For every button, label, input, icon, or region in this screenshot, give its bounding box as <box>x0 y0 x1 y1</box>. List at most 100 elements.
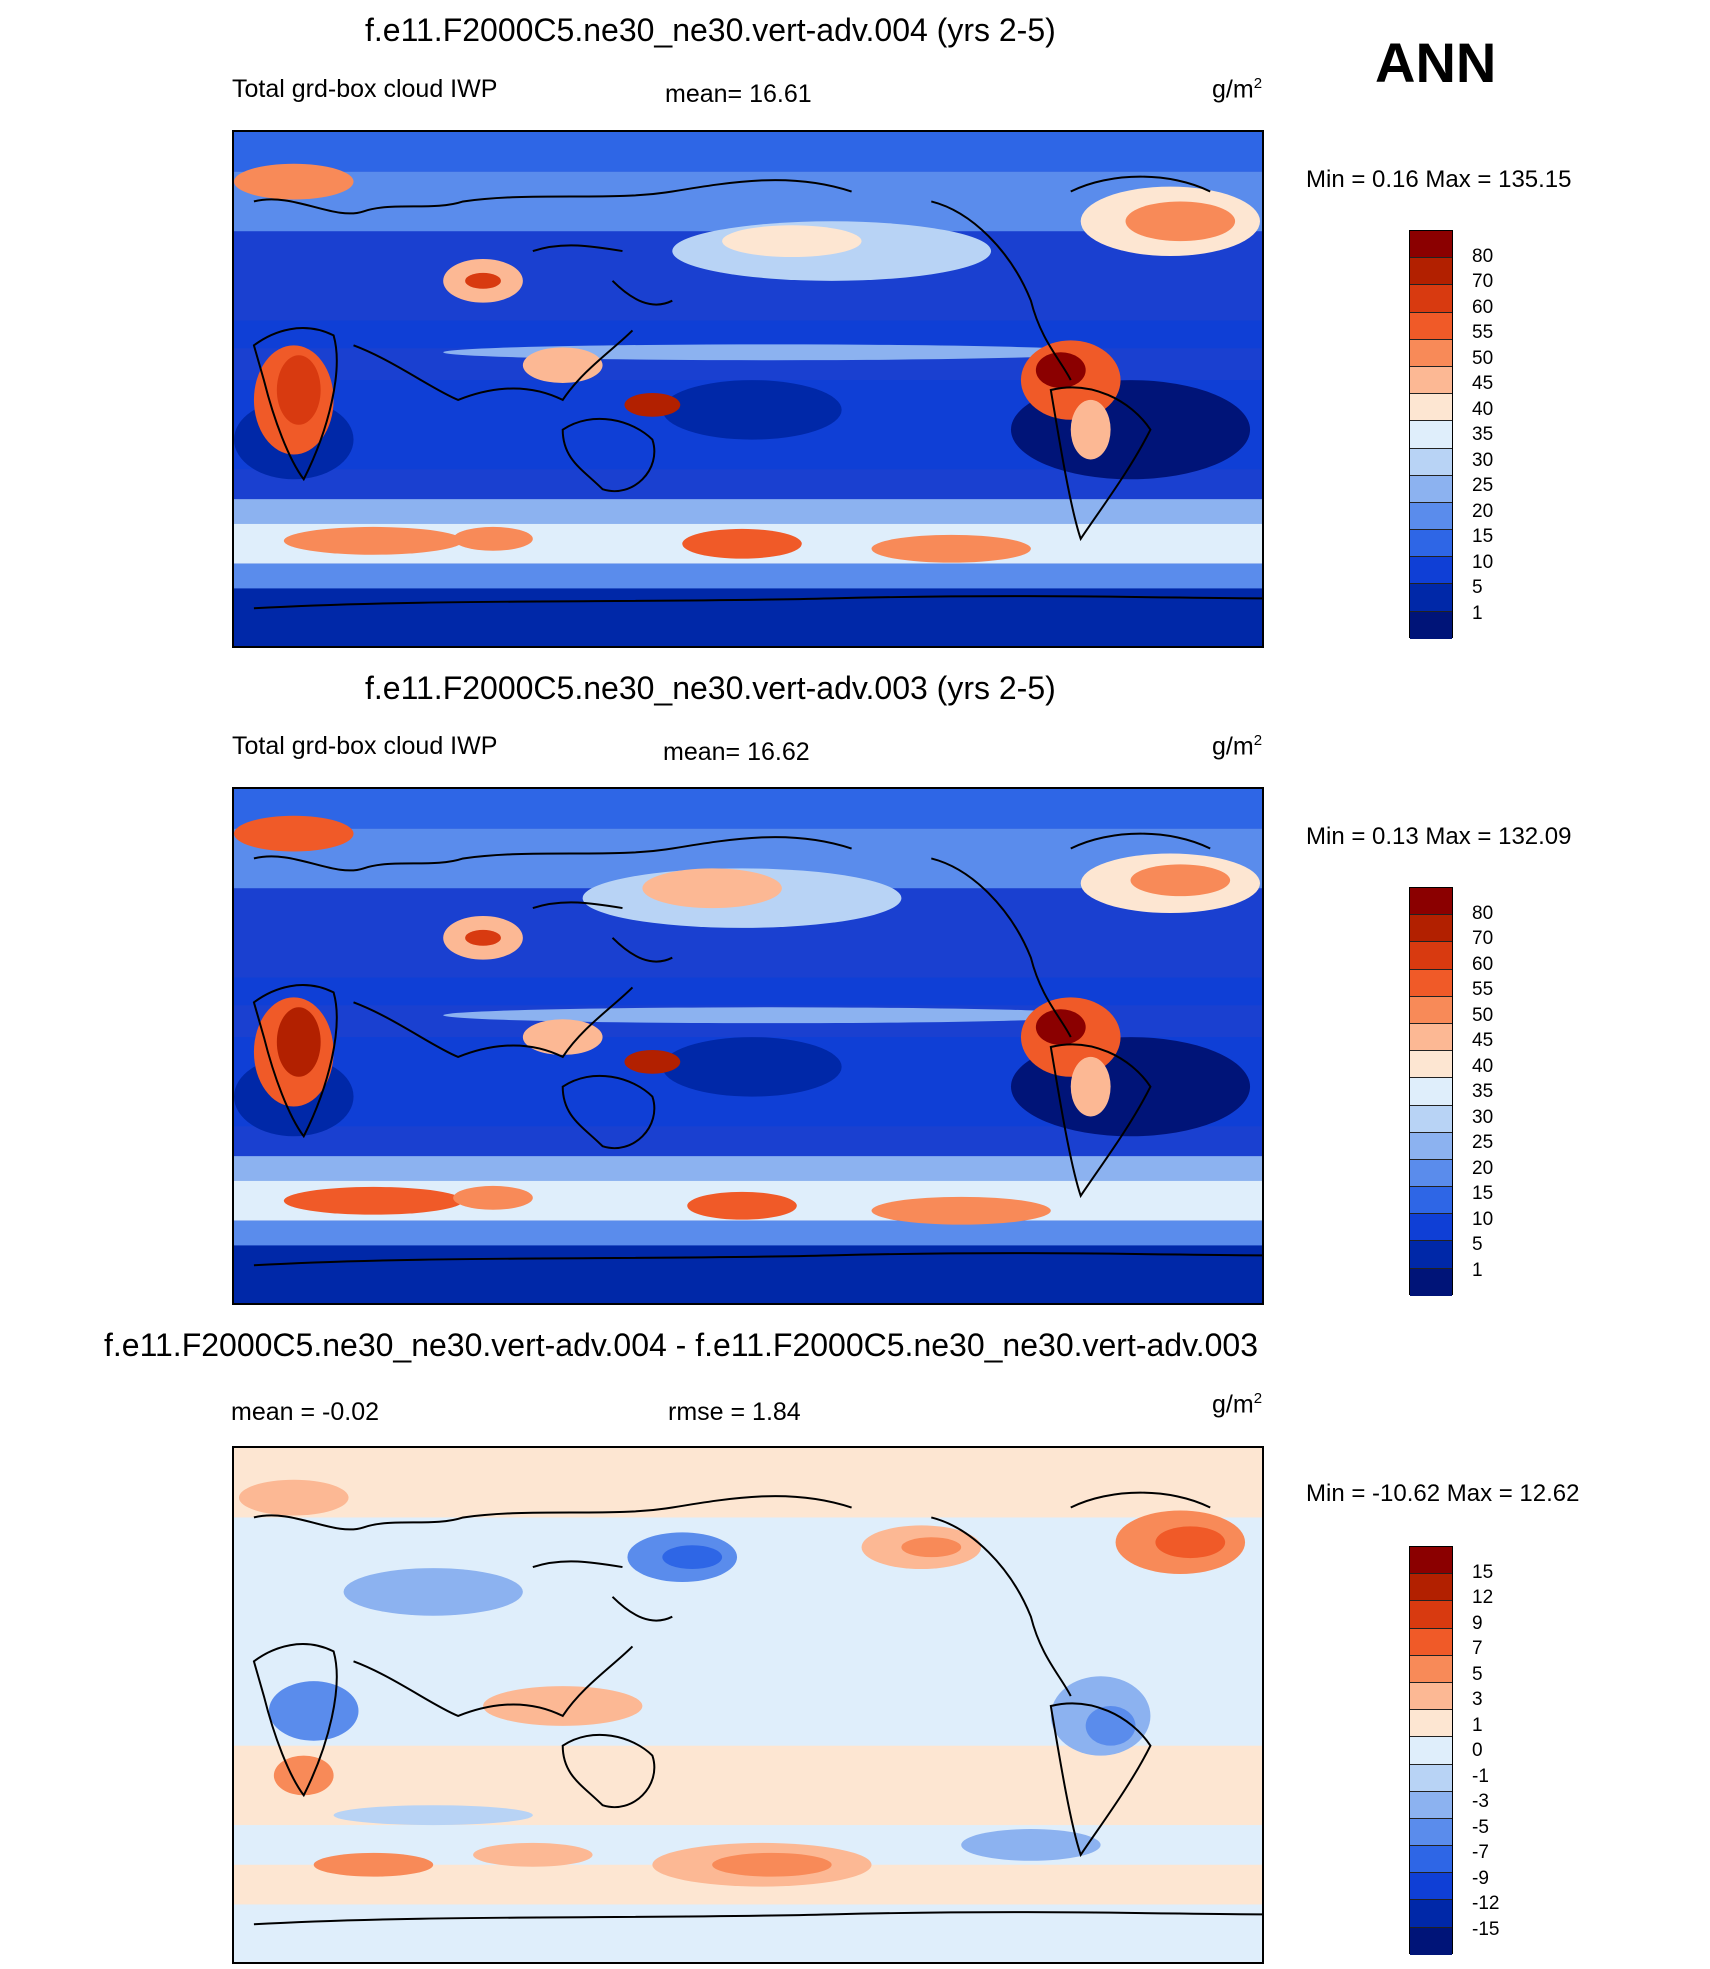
colorbar-cell <box>1410 1574 1452 1602</box>
colorbar-cell <box>1410 1628 1452 1656</box>
colorbar-cell <box>1410 312 1452 340</box>
panel-1-colorbar <box>1409 230 1453 639</box>
colorbar-tick-label: 25 <box>1472 1132 1494 1153</box>
colorbar-tick-label: 15 <box>1472 1562 1494 1583</box>
colorbar-cell <box>1410 1023 1452 1052</box>
panel-3-rmse-label: rmse = 1.84 <box>668 1398 801 1426</box>
panel-2-map <box>232 787 1264 1305</box>
colorbar-cell <box>1410 557 1452 585</box>
colorbar-cell <box>1410 996 1452 1024</box>
panel-3-title: f.e11.F2000C5.ne30_ne30.vert-adv.004 - f… <box>104 1327 1258 1363</box>
colorbar-cell <box>1410 1132 1452 1160</box>
panel-2-minmax: Min = 0.13 Max = 132.09 <box>1306 823 1572 850</box>
colorbar-tick-label: 40 <box>1472 399 1494 420</box>
colorbar-cell <box>1410 888 1452 916</box>
colorbar-tick-label: 40 <box>1472 1056 1494 1077</box>
colorbar-cell <box>1410 1900 1452 1928</box>
colorbar-cell <box>1410 1873 1452 1901</box>
panel-3-map <box>232 1446 1264 1964</box>
colorbar-cell <box>1410 1682 1452 1711</box>
colorbar-tick-label: -7 <box>1472 1842 1489 1863</box>
colorbar-cell <box>1410 1601 1452 1629</box>
colorbar-tick-label: 35 <box>1472 424 1494 445</box>
colorbar-cell <box>1410 611 1452 639</box>
colorbar-tick-label: 5 <box>1472 1234 1483 1255</box>
colorbar-tick-label: 20 <box>1472 501 1494 522</box>
colorbar-cell <box>1410 530 1452 558</box>
colorbar-tick-label: 60 <box>1472 954 1494 975</box>
colorbar-tick-label: 20 <box>1472 1158 1494 1179</box>
panel-2-variable-label: Total grd-box cloud IWP <box>232 732 498 760</box>
colorbar-cell <box>1410 1927 1452 1955</box>
colorbar-tick-label: 30 <box>1472 1107 1494 1128</box>
colorbar-tick-label: 9 <box>1472 1613 1483 1634</box>
colorbar-tick-label: 55 <box>1472 322 1494 343</box>
panel-1-map <box>232 130 1264 648</box>
colorbar-cell <box>1410 1159 1452 1188</box>
panel-3-colorbar <box>1409 1546 1453 1955</box>
colorbar-tick-label: 7 <box>1472 1638 1483 1659</box>
colorbar-tick-label: 45 <box>1472 1030 1494 1051</box>
colorbar-tick-label: 1 <box>1472 1715 1483 1736</box>
colorbar-tick-label: 1 <box>1472 603 1483 624</box>
colorbar-cell <box>1410 915 1452 943</box>
colorbar-cell <box>1410 584 1452 612</box>
colorbar-tick-label: 35 <box>1472 1081 1494 1102</box>
panel-2-colorbar <box>1409 887 1453 1296</box>
colorbar-tick-label: 10 <box>1472 552 1494 573</box>
colorbar-cell <box>1410 339 1452 367</box>
colorbar-cell <box>1410 1241 1452 1269</box>
colorbar-cell <box>1410 231 1452 259</box>
colorbar-tick-label: 80 <box>1472 903 1494 924</box>
colorbar-tick-label: 25 <box>1472 475 1494 496</box>
colorbar-tick-label: 70 <box>1472 928 1494 949</box>
colorbar-cell <box>1410 1187 1452 1215</box>
colorbar-cell <box>1410 1547 1452 1575</box>
panel-1-minmax: Min = 0.16 Max = 135.15 <box>1306 166 1572 193</box>
colorbar-cell <box>1410 969 1452 997</box>
colorbar-cell <box>1410 1791 1452 1819</box>
colorbar-tick-label: -15 <box>1472 1919 1500 1940</box>
panel-2-mean-label: mean= 16.62 <box>663 738 810 766</box>
colorbar-tick-label: 60 <box>1472 297 1494 318</box>
colorbar-cell <box>1410 421 1452 449</box>
colorbar-cell <box>1410 366 1452 395</box>
colorbar-cell <box>1410 1051 1452 1079</box>
colorbar-tick-label: 10 <box>1472 1209 1494 1230</box>
colorbar-tick-label: -1 <box>1472 1766 1489 1787</box>
colorbar-cell <box>1410 1214 1452 1242</box>
colorbar-cell <box>1410 394 1452 422</box>
colorbar-tick-label: 30 <box>1472 450 1494 471</box>
colorbar-cell <box>1410 502 1452 531</box>
colorbar-cell <box>1410 1655 1452 1683</box>
colorbar-tick-label: 12 <box>1472 1587 1494 1608</box>
colorbar-cell <box>1410 475 1452 503</box>
panel-1-units-label: g/m2 <box>1212 75 1263 104</box>
colorbar-tick-label: 80 <box>1472 246 1494 267</box>
colorbar-cell <box>1410 1737 1452 1765</box>
colorbar-cell <box>1410 285 1452 313</box>
colorbar-tick-label: -5 <box>1472 1817 1489 1838</box>
colorbar-tick-label: -3 <box>1472 1791 1489 1812</box>
colorbar-tick-label: 50 <box>1472 1005 1494 1026</box>
panel-1-variable-label: Total grd-box cloud IWP <box>232 75 498 103</box>
colorbar-cell <box>1410 1710 1452 1738</box>
colorbar-tick-label: 3 <box>1472 1689 1483 1710</box>
panel-3-minmax: Min = -10.62 Max = 12.62 <box>1306 1480 1580 1507</box>
colorbar-cell <box>1410 942 1452 970</box>
panel-2-units-label: g/m2 <box>1212 732 1263 761</box>
colorbar-cell <box>1410 1764 1452 1792</box>
colorbar-tick-label: 15 <box>1472 1183 1494 1204</box>
colorbar-cell <box>1410 1268 1452 1296</box>
colorbar-tick-label: 70 <box>1472 271 1494 292</box>
colorbar-tick-label: 50 <box>1472 348 1494 369</box>
colorbar-cell <box>1410 258 1452 286</box>
colorbar-tick-label: 5 <box>1472 577 1483 598</box>
colorbar-cell <box>1410 1105 1452 1133</box>
panel-1-mean-label: mean= 16.61 <box>665 80 812 108</box>
panel-3-units-label: g/m2 <box>1212 1390 1263 1419</box>
panel-3-mean-label: mean = -0.02 <box>231 1398 380 1426</box>
colorbar-tick-label: 5 <box>1472 1664 1483 1685</box>
season-label: ANN <box>1375 31 1497 94</box>
colorbar-tick-label: -12 <box>1472 1893 1500 1914</box>
